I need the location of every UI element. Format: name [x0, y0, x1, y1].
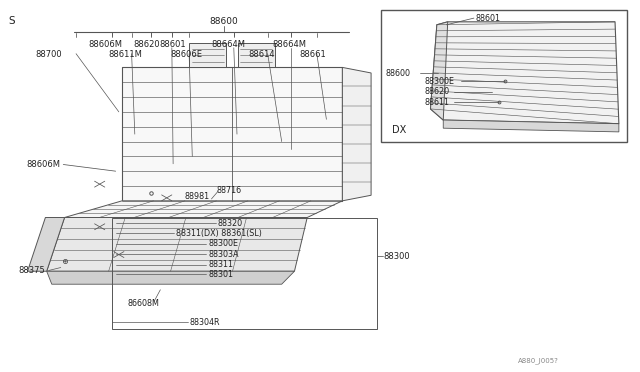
Polygon shape [342, 67, 371, 201]
Text: 86608M: 86608M [127, 299, 159, 308]
Text: 88620: 88620 [424, 87, 449, 96]
Text: 88304R: 88304R [189, 318, 220, 327]
Text: 88600: 88600 [210, 17, 239, 26]
Text: 88700: 88700 [36, 50, 63, 59]
Text: 88311(DX) 88361(SL): 88311(DX) 88361(SL) [176, 229, 262, 238]
Text: 88375: 88375 [19, 266, 45, 275]
Polygon shape [444, 120, 619, 132]
Text: 88606E: 88606E [170, 50, 202, 59]
Text: 88611: 88611 [424, 97, 449, 106]
Text: 88664M: 88664M [272, 39, 306, 49]
Text: A880_J005?: A880_J005? [518, 357, 559, 363]
Text: 88311: 88311 [208, 260, 233, 269]
Bar [238, 43, 275, 67]
Text: 88981: 88981 [184, 192, 210, 201]
Bar [189, 43, 227, 67]
Text: 88300: 88300 [384, 252, 410, 261]
Text: 88661: 88661 [299, 50, 326, 59]
Polygon shape [47, 218, 307, 271]
Polygon shape [122, 67, 342, 201]
Bar [113, 218, 378, 329]
Polygon shape [65, 201, 342, 218]
Text: DX: DX [392, 125, 406, 135]
Text: 88303A: 88303A [208, 250, 239, 259]
Polygon shape [431, 22, 619, 124]
Text: 88611M: 88611M [108, 50, 142, 59]
Text: 88606M: 88606M [88, 39, 122, 49]
Text: S: S [8, 16, 15, 26]
Text: 88301: 88301 [208, 270, 233, 279]
Text: 88716: 88716 [216, 186, 242, 195]
Text: 88606M: 88606M [26, 160, 60, 169]
Text: 88601: 88601 [159, 39, 186, 49]
Text: 88320: 88320 [218, 219, 243, 228]
Polygon shape [431, 22, 448, 120]
Polygon shape [28, 218, 65, 271]
Bar [381, 10, 627, 141]
Text: 88300E: 88300E [424, 77, 454, 86]
Text: 88600: 88600 [386, 68, 411, 78]
Text: 88664M: 88664M [211, 39, 245, 49]
Text: 88614: 88614 [248, 50, 275, 59]
Polygon shape [47, 271, 294, 284]
Text: 88601: 88601 [475, 14, 500, 23]
Text: 88300E: 88300E [208, 239, 238, 248]
Text: 88620: 88620 [134, 39, 160, 49]
